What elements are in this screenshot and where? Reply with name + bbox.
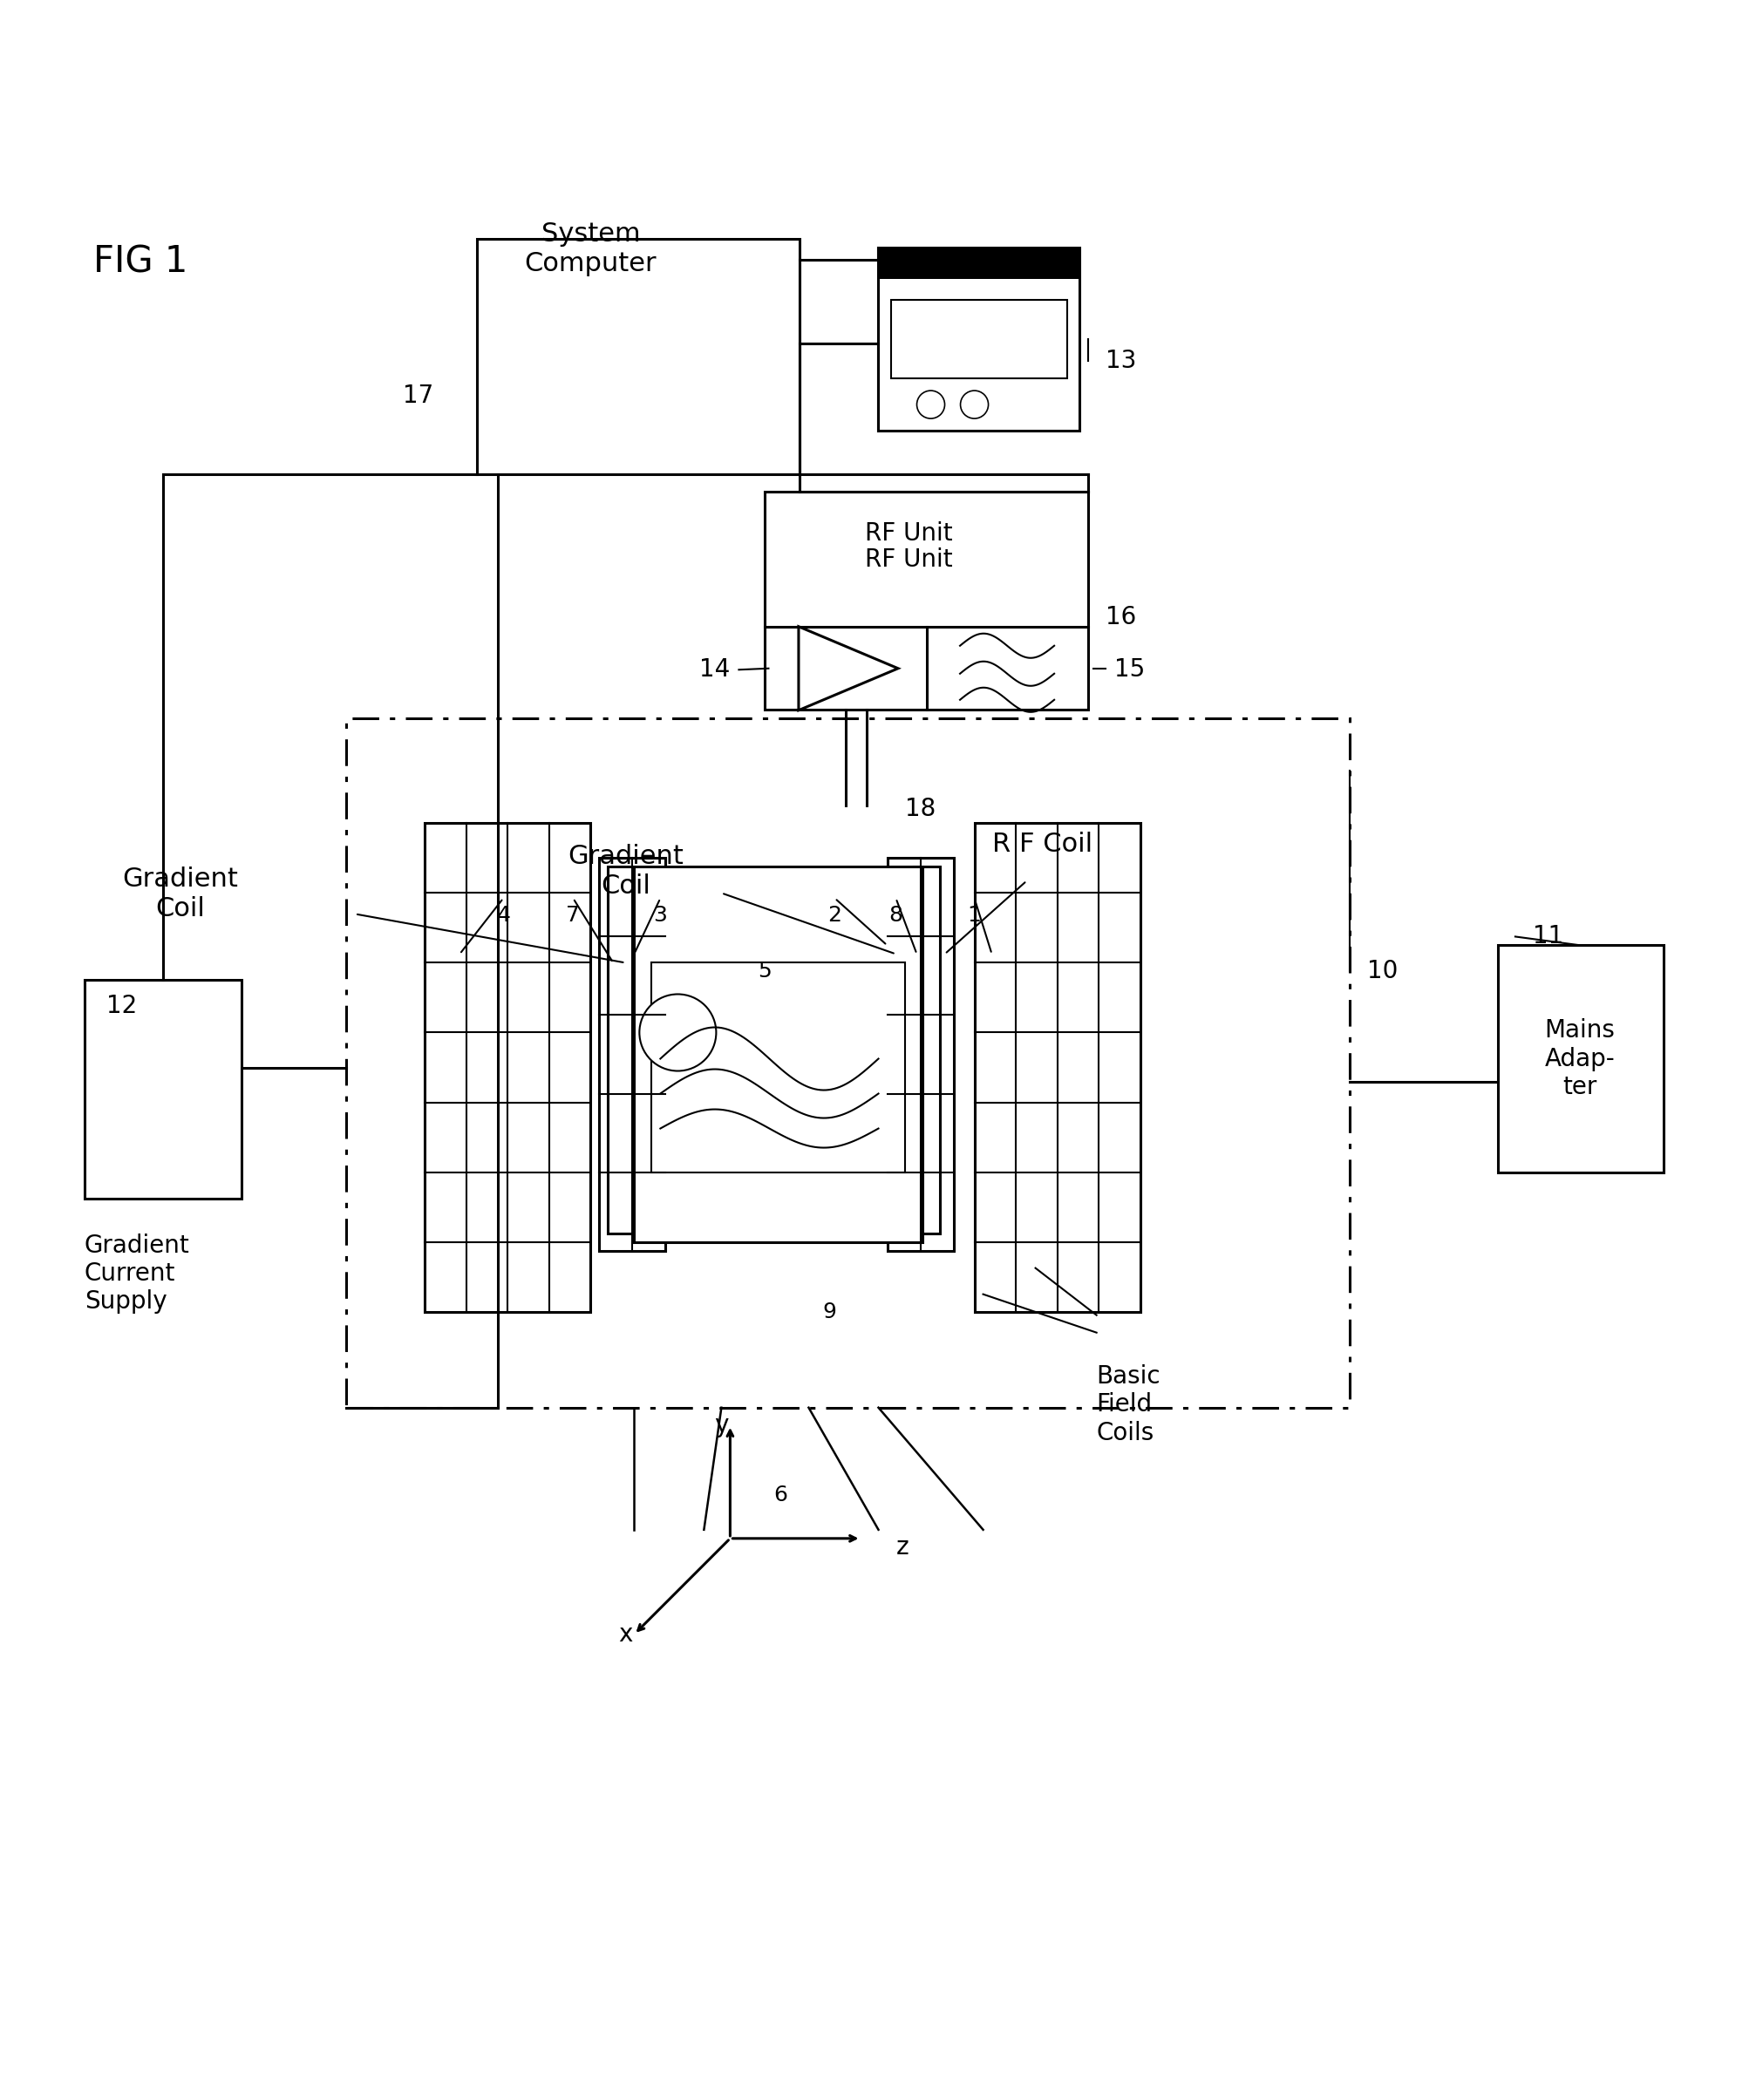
Text: RF Unit: RF Unit	[864, 521, 952, 546]
Text: 18: 18	[904, 798, 934, 821]
Text: 16: 16	[1105, 605, 1136, 630]
Text: Gradient
Coil: Gradient Coil	[567, 844, 683, 899]
Text: R F Coil: R F Coil	[992, 832, 1092, 857]
Bar	[425, 823, 590, 1312]
Bar	[764, 491, 1087, 710]
Circle shape	[917, 391, 945, 418]
Text: 5: 5	[759, 962, 771, 983]
Text: 9: 9	[822, 1302, 836, 1323]
Text: 2: 2	[827, 905, 841, 926]
Text: 17: 17	[402, 384, 434, 407]
Text: y: y	[715, 1413, 729, 1436]
Text: 15: 15	[1113, 657, 1145, 683]
Bar	[608, 867, 634, 1233]
Text: Gradient
Coil: Gradient Coil	[123, 867, 239, 922]
Text: 1: 1	[968, 905, 982, 926]
Text: Mains
Adap-
ter: Mains Adap- ter	[1544, 1019, 1614, 1098]
Circle shape	[639, 993, 716, 1071]
Text: x: x	[618, 1621, 632, 1646]
Text: RF Unit: RF Unit	[864, 548, 952, 571]
Bar	[975, 823, 1140, 1312]
Bar	[84, 981, 242, 1199]
Text: 6: 6	[773, 1485, 787, 1506]
Text: 8: 8	[889, 905, 903, 926]
Polygon shape	[799, 626, 897, 710]
Bar	[890, 300, 1066, 378]
Text: 12: 12	[105, 993, 137, 1019]
Text: 4: 4	[497, 905, 509, 926]
Text: z: z	[896, 1535, 908, 1560]
Text: 14: 14	[699, 657, 730, 683]
Bar	[913, 867, 939, 1233]
Circle shape	[961, 391, 989, 418]
Text: System
Computer: System Computer	[525, 220, 657, 275]
Text: 3: 3	[653, 905, 667, 926]
Text: Gradient
Current
Supply: Gradient Current Supply	[84, 1233, 190, 1315]
Text: 13: 13	[1105, 349, 1136, 374]
Bar	[878, 248, 1078, 431]
Bar	[634, 867, 922, 1241]
Text: Basic
Field
Coils: Basic Field Coils	[1096, 1365, 1161, 1445]
Text: 10: 10	[1366, 960, 1398, 983]
Bar	[878, 248, 1078, 279]
Bar	[599, 859, 666, 1252]
Bar	[346, 718, 1349, 1407]
Bar	[651, 962, 904, 1172]
Bar	[1498, 945, 1663, 1172]
Text: FIG 1: FIG 1	[93, 244, 188, 281]
Text: 7: 7	[565, 905, 579, 926]
Text: 11: 11	[1531, 924, 1563, 949]
Bar	[478, 239, 799, 475]
Bar	[887, 859, 954, 1252]
